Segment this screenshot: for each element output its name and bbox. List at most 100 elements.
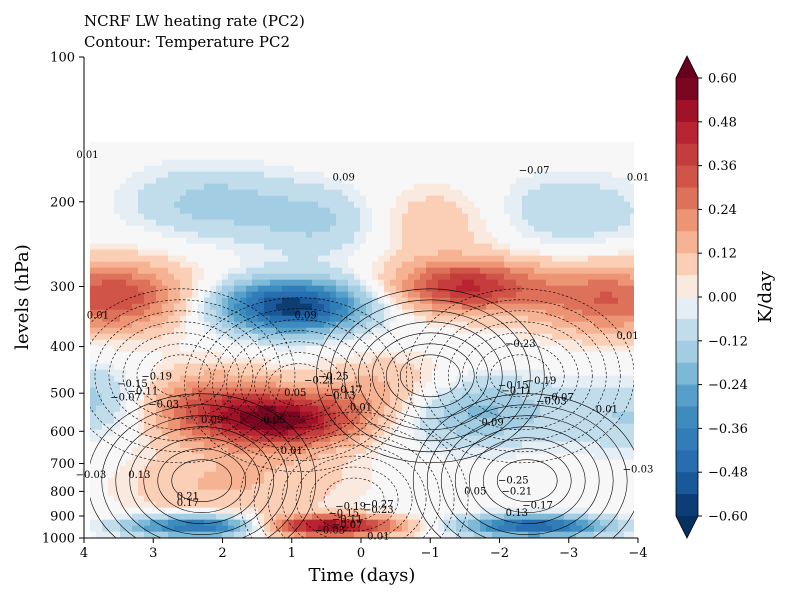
heating-cell: [180, 141, 187, 149]
heating-cell: [372, 225, 379, 233]
heating-cell: [102, 303, 109, 311]
heating-cell: [114, 219, 121, 227]
heating-cell: [504, 231, 511, 239]
heating-cell: [510, 405, 517, 413]
heating-cell: [228, 231, 235, 239]
heating-cell: [258, 339, 265, 347]
heating-cell: [270, 459, 277, 467]
heating-cell: [192, 207, 199, 215]
heating-cell: [468, 237, 475, 245]
heating-cell: [462, 303, 469, 311]
heating-cell: [228, 321, 235, 329]
heating-cell: [366, 165, 373, 173]
heating-cell: [564, 393, 571, 401]
heating-cell: [432, 261, 439, 269]
heating-cell: [336, 291, 343, 299]
heating-cell: [516, 381, 523, 389]
heating-cell: [444, 243, 451, 251]
heating-cell: [426, 441, 433, 449]
heating-cell: [534, 165, 541, 173]
heating-cell: [204, 177, 211, 185]
heating-cell: [306, 183, 313, 191]
heating-cell: [456, 273, 463, 281]
heating-cell: [240, 459, 247, 467]
heating-cell: [456, 375, 463, 383]
heating-cell: [264, 267, 271, 275]
heating-cell: [312, 267, 319, 275]
heating-cell: [318, 363, 325, 371]
heating-cell: [228, 291, 235, 299]
heating-cell: [510, 315, 517, 323]
heating-cell: [240, 213, 247, 221]
heating-cell: [252, 177, 259, 185]
heating-cell: [426, 273, 433, 281]
heating-cell: [474, 363, 481, 371]
heating-cell: [258, 249, 265, 257]
heating-cell: [126, 441, 133, 449]
heating-cell: [180, 279, 187, 287]
heating-cell: [180, 441, 187, 449]
heating-cell: [318, 393, 325, 401]
heating-cell: [516, 315, 523, 323]
heating-cell: [246, 159, 253, 167]
heating-cell: [570, 249, 577, 257]
heating-cell: [606, 147, 613, 155]
heating-cell: [570, 297, 577, 305]
heating-cell: [174, 279, 181, 287]
heating-cell: [630, 153, 634, 161]
heating-cell: [348, 273, 355, 281]
heating-cell: [606, 237, 613, 245]
heating-cell: [504, 423, 511, 431]
heating-cell: [246, 399, 253, 407]
heating-cell: [600, 285, 607, 293]
heating-cell: [366, 159, 373, 167]
heating-cell: [264, 189, 271, 197]
heating-cell: [126, 183, 133, 191]
heating-cell: [282, 321, 289, 329]
heating-cell: [168, 225, 175, 233]
heating-cell: [126, 255, 133, 263]
heating-cell: [438, 375, 445, 383]
heating-cell: [456, 237, 463, 245]
heating-cell: [504, 417, 511, 425]
heating-cell: [396, 423, 403, 431]
heating-cell: [414, 225, 421, 233]
heating-cell: [318, 315, 325, 323]
heating-cell: [294, 165, 301, 173]
heating-cell: [594, 435, 601, 443]
heating-cell: [462, 291, 469, 299]
heating-cell: [504, 147, 511, 155]
heating-cell: [276, 441, 283, 449]
heating-cell: [612, 381, 619, 389]
heating-cell: [246, 363, 253, 371]
heating-cell: [348, 183, 355, 191]
heating-cell: [354, 321, 361, 329]
heating-cell: [282, 255, 289, 263]
heating-cell: [270, 411, 277, 419]
heating-cell: [144, 297, 151, 305]
heating-cell: [396, 315, 403, 323]
heating-cell: [510, 201, 517, 209]
heating-cell: [138, 369, 145, 377]
heating-cell: [204, 309, 211, 317]
heating-cell: [450, 303, 457, 311]
heating-cell: [336, 255, 343, 263]
heating-cell: [240, 231, 247, 239]
heating-cell: [558, 423, 565, 431]
heating-cell: [462, 333, 469, 341]
heating-cell: [192, 453, 199, 461]
heating-cell: [408, 225, 415, 233]
heating-cell: [294, 213, 301, 221]
heating-cell: [222, 435, 229, 443]
heating-cell: [204, 303, 211, 311]
heating-cell: [618, 363, 625, 371]
heating-cell: [210, 231, 217, 239]
heating-cell: [618, 237, 625, 245]
heating-cell: [330, 423, 337, 431]
heating-cell: [510, 411, 517, 419]
heating-cell: [276, 189, 283, 197]
heating-cell: [234, 141, 241, 149]
heating-cell: [504, 405, 511, 413]
heating-cell: [282, 333, 289, 341]
heating-cell: [468, 231, 475, 239]
